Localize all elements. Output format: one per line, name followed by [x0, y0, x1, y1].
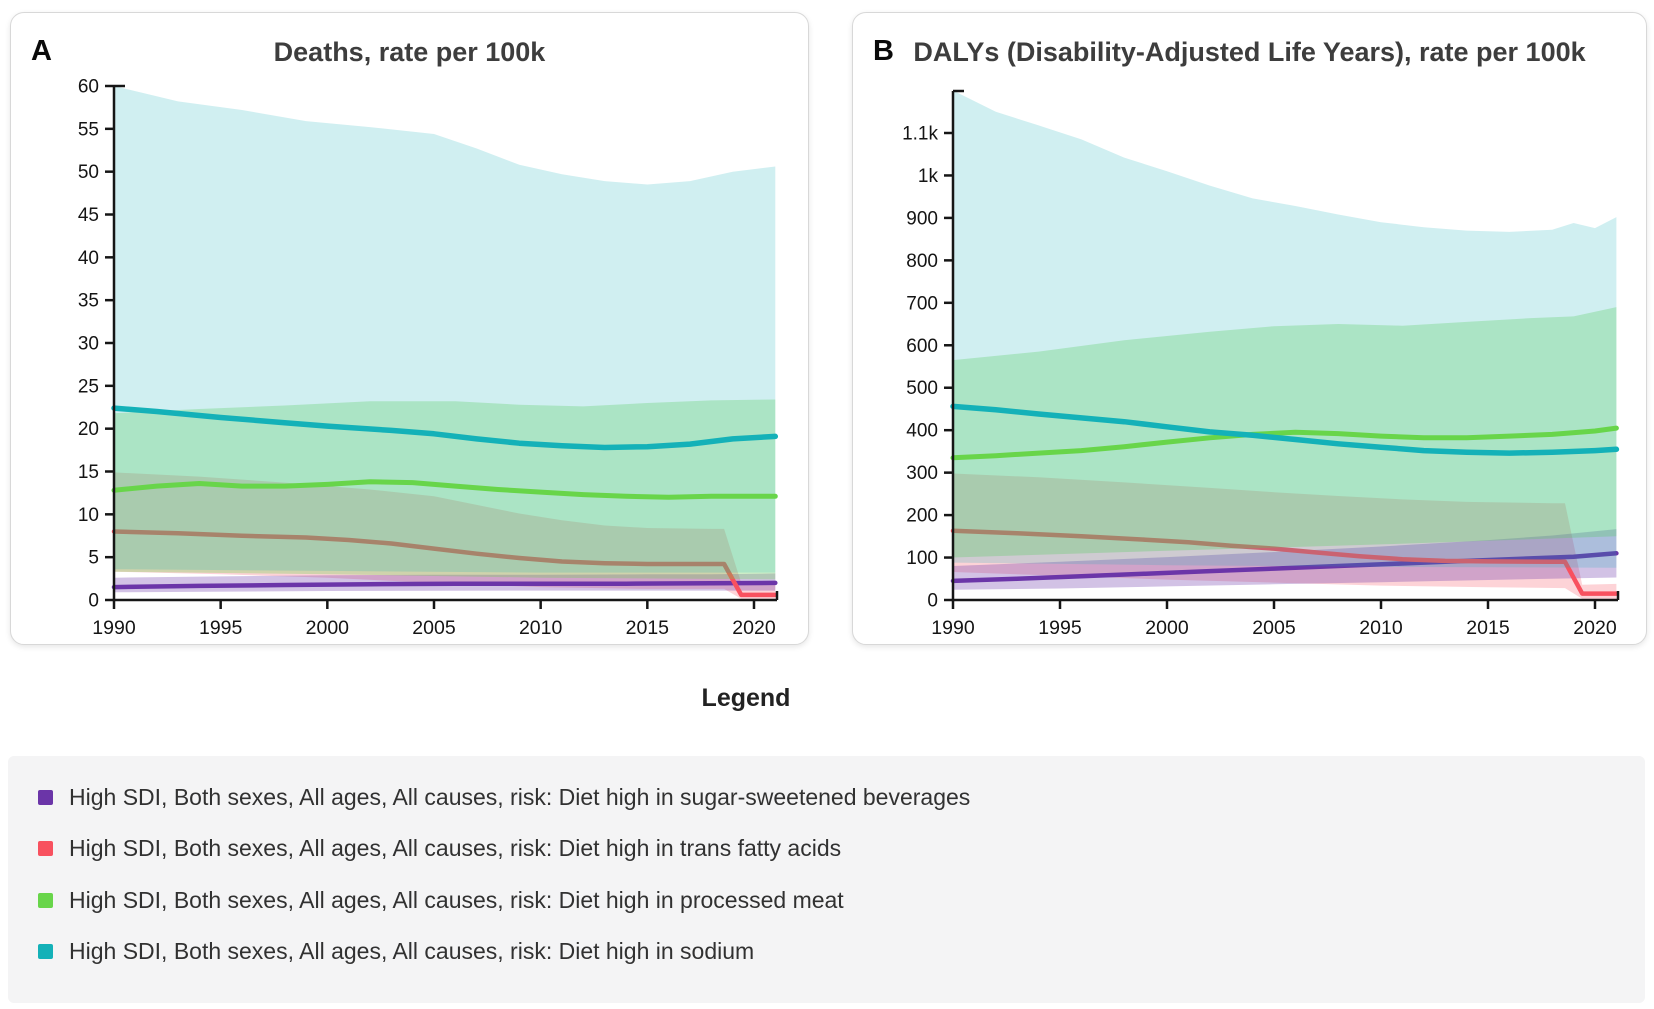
legend-item-label: High SDI, Both sexes, All ages, All caus… [69, 937, 755, 964]
legend-swatch-icon [38, 790, 53, 806]
x-tick-label: 2000 [1145, 617, 1189, 639]
x-tick-label: 2005 [1252, 617, 1296, 639]
y-tick-label: 40 [78, 248, 99, 269]
series-line-0 [950, 551, 1619, 584]
legend-item-label: High SDI, Both sexes, All ages, All caus… [69, 835, 842, 862]
y-tick-label: 700 [906, 293, 938, 314]
y-tick-label: 60 [78, 77, 99, 98]
legend-item: High SDI, Both sexes, All ages, All caus… [8, 938, 1645, 965]
y-tick-label: 300 [906, 463, 938, 484]
x-tick-label: 1995 [199, 617, 243, 639]
y-tick-label: 400 [906, 421, 938, 442]
y-tick-label: 0 [88, 591, 99, 612]
legend-title: Legend [701, 684, 791, 712]
y-tick-label: 45 [78, 205, 99, 226]
y-tick-label: 0 [927, 591, 938, 612]
y-tick-label: 15 [78, 462, 99, 483]
y-tick-label: 30 [78, 334, 99, 355]
panel-deaths-card: 0 5 10 15 20 25 30 35 40 45 50 55 60 1990 1995 2000 2005… [10, 12, 809, 645]
y-tick-label: 900 [906, 208, 938, 229]
uncertainty-band-1 [953, 473, 1617, 599]
x-tick-label: 1990 [931, 617, 975, 639]
series-line-2 [111, 479, 778, 500]
panel-title-dalys: DALYs (Disability-Adjusted Life Years), … [913, 37, 1586, 67]
series-line-3 [950, 403, 1620, 456]
legend-item: High SDI, Both sexes, All ages, All caus… [8, 835, 1645, 862]
y-tick-label: 600 [906, 336, 938, 357]
x-tick-label: 1995 [1038, 617, 1082, 639]
series-line-1 [950, 528, 1619, 596]
deaths-chart: 0 5 10 15 20 25 30 35 40 45 50 55 60 1990 1995 2000 2005… [78, 77, 779, 639]
x-tick-label: 2000 [306, 617, 350, 639]
y-tick-label: 10 [78, 505, 99, 526]
y-tick-label: 1k [918, 166, 939, 187]
x-tick-label: 2005 [412, 617, 456, 639]
uncertainty-band-3 [953, 90, 1617, 568]
x-tick-label: 1990 [92, 617, 136, 639]
uncertainty-band-1 [114, 472, 776, 599]
legend-item: High SDI, Both sexes, All ages, All caus… [8, 784, 1645, 811]
y-tick-label: 800 [906, 251, 938, 272]
uncertainty-band-2 [114, 399, 776, 580]
y-tick-label: 500 [906, 378, 938, 399]
y-tick-label: 25 [78, 376, 99, 397]
legend-swatch-icon [38, 892, 53, 908]
x-tick-label: 2015 [1466, 617, 1510, 639]
y-tick-label: 1.1k [902, 124, 938, 145]
series-line-3 [111, 405, 779, 451]
x-tick-label: 2010 [519, 617, 563, 639]
x-tick-label: 2010 [1359, 617, 1403, 639]
y-tick-label: 55 [78, 119, 99, 140]
y-tick-label: 35 [78, 291, 99, 312]
legend-item-label: High SDI, Both sexes, All ages, All caus… [69, 784, 971, 811]
legend-item-label: High SDI, Both sexes, All ages, All caus… [69, 886, 844, 913]
series-line-1 [111, 529, 778, 598]
x-tick-label: 2015 [626, 617, 670, 639]
series-line-0 [111, 580, 778, 590]
legend-panel: High SDI, Both sexes, All ages, All caus… [8, 756, 1645, 1003]
panel-title-deaths: Deaths, rate per 100k [273, 37, 546, 67]
x-tick-label: 2020 [1573, 617, 1617, 639]
panel-letter-b: B [873, 35, 894, 67]
series-line-2 [950, 425, 1619, 461]
panel-dalys-card: 0 100 200 300 400 500 600 700 800 900 1k 1.1k 1990 19… [852, 12, 1647, 645]
dalys-chart: 0 100 200 300 400 500 600 700 800 900 1k 1.1k 1990 19… [902, 89, 1620, 639]
y-tick-label: 20 [78, 419, 99, 440]
panel-letter-a: A [31, 35, 52, 67]
y-tick-label: 5 [88, 548, 99, 569]
uncertainty-band-3 [114, 86, 776, 573]
y-tick-label: 100 [906, 548, 938, 569]
y-tick-label: 50 [78, 162, 99, 183]
y-tick-label: 200 [906, 506, 938, 527]
legend-item: High SDI, Both sexes, All ages, All caus… [8, 887, 1645, 914]
legend-swatch-icon [38, 841, 53, 857]
x-tick-label: 2020 [732, 617, 776, 639]
legend-swatch-icon [38, 943, 53, 959]
